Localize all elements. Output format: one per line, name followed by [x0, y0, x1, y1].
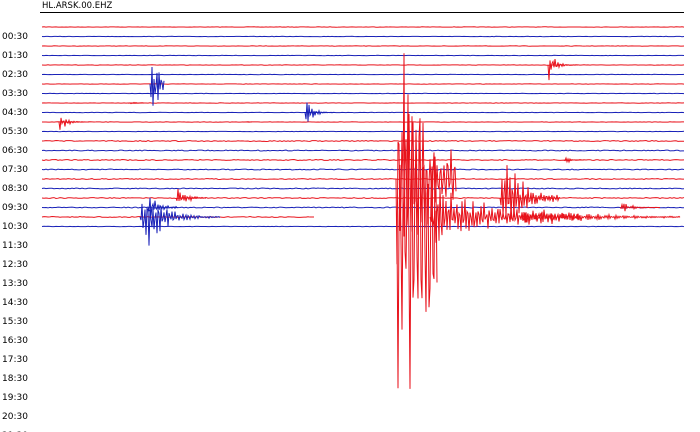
- seismic-event: [149, 66, 165, 106]
- seismic-events: [58, 53, 681, 389]
- time-label: 00:30: [2, 32, 28, 42]
- seismic-event: [175, 188, 207, 203]
- time-label: 04:30: [2, 108, 28, 118]
- time-label: 09:30: [2, 203, 28, 213]
- seismic-event: [127, 101, 145, 105]
- seismic-event: [139, 203, 221, 246]
- trace-line: [41, 159, 685, 161]
- seismic-event: [499, 165, 561, 220]
- trace-line: [41, 187, 685, 190]
- seismic-event: [147, 197, 179, 216]
- time-label: 20:30: [2, 412, 28, 422]
- seismic-event: [429, 188, 581, 243]
- time-axis-labels: 00:30 01:30 02:30 03:30 04:30 05:30 06:30 07:30…: [2, 32, 28, 432]
- trace-baselines: [41, 26, 685, 228]
- time-label: 05:30: [2, 127, 28, 137]
- time-label: 10:30: [2, 222, 28, 232]
- time-label: 11:30: [2, 241, 28, 251]
- trace-line: [41, 206, 685, 209]
- seismic-event: [304, 102, 336, 122]
- seismic-event: [547, 58, 579, 81]
- time-label: 18:30: [2, 374, 28, 384]
- trace-line: [41, 197, 685, 199]
- trace-line: [41, 149, 685, 152]
- time-label: 06:30: [2, 146, 28, 156]
- time-label: 17:30: [2, 355, 28, 365]
- time-label: 08:30: [2, 184, 28, 194]
- seismic-event: [563, 156, 585, 164]
- seismic-event: [58, 117, 89, 130]
- time-label: 19:30: [2, 393, 28, 403]
- time-label: 07:30: [2, 165, 28, 175]
- seismic-event: [519, 209, 681, 224]
- time-label: 12:30: [2, 260, 28, 270]
- time-label: 16:30: [2, 336, 28, 346]
- time-label: 14:30: [2, 298, 28, 308]
- time-label: 15:30: [2, 317, 28, 327]
- time-label: 01:30: [2, 51, 28, 61]
- station-title: HL.ARSK.00.EHZ: [42, 1, 113, 11]
- time-label: 13:30: [2, 279, 28, 289]
- seismic-event: [395, 113, 457, 265]
- trace-line: [41, 140, 684, 142]
- trace-line: [41, 168, 685, 171]
- time-label: 03:30: [2, 89, 28, 99]
- trace-line: [41, 178, 685, 180]
- time-label: 02:30: [2, 70, 28, 80]
- seismic-event: [619, 202, 661, 212]
- seismic-event: [396, 53, 438, 389]
